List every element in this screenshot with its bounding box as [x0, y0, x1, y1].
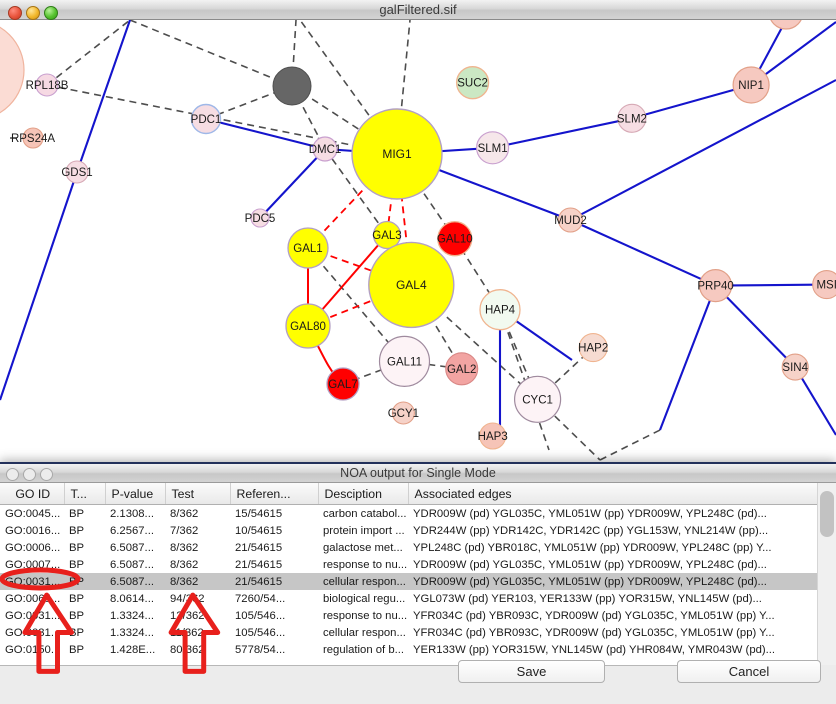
svg-text:MIG1: MIG1	[382, 147, 412, 161]
svg-text:SLM2: SLM2	[617, 113, 647, 125]
svg-text:GAL1: GAL1	[293, 243, 322, 255]
svg-text:PRP40: PRP40	[697, 281, 733, 293]
svg-text:HAP3: HAP3	[478, 431, 508, 443]
svg-text:HAP4: HAP4	[485, 305, 516, 317]
svg-text:GAL80: GAL80	[290, 321, 326, 333]
svg-text:GAL10: GAL10	[437, 234, 473, 246]
svg-text:NIP1: NIP1	[738, 80, 764, 92]
svg-text:PDC1: PDC1	[191, 114, 222, 126]
svg-text:DMC1: DMC1	[309, 144, 342, 156]
svg-text:RPL18B: RPL18B	[26, 80, 69, 92]
svg-text:MUD2: MUD2	[554, 215, 587, 227]
svg-text:GAL2: GAL2	[447, 364, 476, 376]
svg-text:GCY1: GCY1	[388, 408, 419, 420]
svg-text:GAL11: GAL11	[387, 356, 422, 368]
svg-text:GAL4: GAL4	[396, 278, 427, 292]
svg-text:SUC2: SUC2	[457, 78, 488, 90]
svg-text:GAL7: GAL7	[328, 379, 357, 391]
svg-text:GDS1: GDS1	[61, 167, 92, 179]
svg-text:HAP2: HAP2	[578, 343, 608, 355]
svg-text:PDC5: PDC5	[245, 213, 276, 225]
svg-text:RPS24A: RPS24A	[11, 133, 55, 145]
svg-text:SIN4: SIN4	[782, 362, 808, 374]
svg-text:GAL3: GAL3	[372, 230, 401, 242]
svg-text:SLM1: SLM1	[478, 143, 508, 155]
svg-text:MSI: MSI	[816, 280, 836, 292]
svg-text:CYC1: CYC1	[522, 394, 553, 406]
